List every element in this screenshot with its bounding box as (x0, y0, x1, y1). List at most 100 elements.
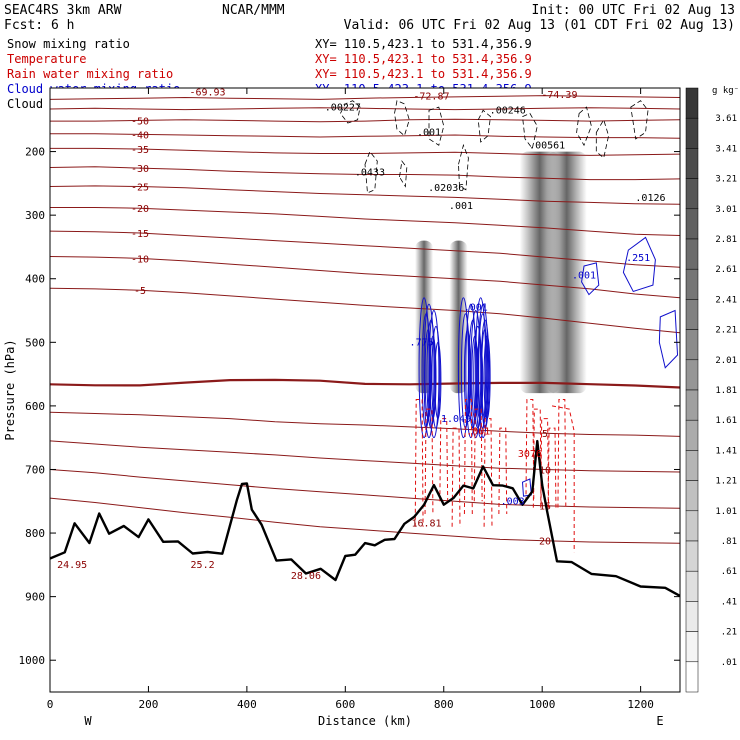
value-label: .00227 (325, 102, 361, 113)
value-label: .0433 (355, 168, 385, 179)
colorbar-label: 1.81 (715, 386, 737, 396)
center-label: NCAR/MMM (222, 3, 285, 18)
cloud-water-contour (622, 236, 656, 293)
colorbar-label: 3.41 (715, 144, 737, 154)
colorbar-swatch (685, 510, 699, 542)
x-tick-label: 200 (139, 698, 159, 711)
y-tick-label: 300 (25, 209, 45, 222)
west-label: W (84, 714, 92, 728)
colorbar-swatch (685, 178, 699, 210)
y-tick-label: 600 (25, 400, 45, 413)
legend-xy: XY= 110.5,423.1 to 531.4,356.9 (315, 37, 532, 51)
rain-contour (551, 405, 575, 553)
colorbar-swatch (685, 601, 699, 632)
colorbar-label: 1.41 (715, 446, 737, 456)
isotherm-label: 10 (539, 465, 551, 476)
cloud-water-contour (428, 310, 440, 439)
colorbar: g kg⁻¹ 3.61 3.41 3.21 3.01 2.81 2.61 2.41 2.21 2… (685, 86, 740, 693)
colorbar-swatch (685, 389, 699, 421)
colorbar-label: .81 (721, 537, 737, 547)
isotherm-line (49, 230, 681, 268)
rain-contour (532, 408, 542, 508)
isotherm-line (49, 95, 681, 100)
rain-contour (463, 399, 473, 514)
snow-contour (428, 106, 445, 146)
isotherm-line (49, 107, 681, 111)
rain-contour (414, 399, 424, 527)
colorbar-swatch (685, 208, 699, 240)
isotherm-line (49, 166, 681, 181)
snow-contour (595, 118, 610, 159)
value-label: -72.87 (413, 91, 449, 102)
value-label: .00561 (529, 140, 565, 151)
isotherm-line (50, 147, 681, 156)
value-label: .001 (572, 271, 596, 282)
y-tick-label: 700 (25, 463, 45, 476)
isotherm-label: -10 (131, 254, 149, 265)
x-tick-label: 600 (335, 698, 355, 711)
terrain-line (49, 439, 681, 597)
isotherm-line (49, 469, 681, 509)
isotherm-line (49, 440, 681, 473)
snow-contour (394, 100, 410, 137)
snow-contour (458, 143, 469, 191)
colorbar-swatch (685, 238, 699, 270)
rain-water-contours (414, 399, 575, 553)
isotherm-label: -5 (134, 286, 146, 297)
isotherm-line (49, 497, 681, 544)
legend-label: Snow mixing ratio (7, 37, 130, 51)
colorbar-label: .61 (721, 567, 737, 577)
value-label: .00246 (490, 105, 526, 116)
rain-contour (483, 418, 493, 527)
y-tick-label: 1000 (19, 654, 46, 667)
colorbar-label: 3.01 (715, 205, 737, 215)
colorbar-swatch (685, 480, 699, 512)
snow-contour (630, 100, 649, 140)
isotherm-line (49, 378, 681, 389)
cloud-water-contour (429, 335, 437, 420)
x-tick-label: 800 (434, 698, 454, 711)
x-tick-label: 0 (47, 698, 54, 711)
colorbar-label: .41 (721, 597, 737, 607)
colorbar-label: .01 (721, 658, 737, 668)
value-label: .001 (417, 128, 441, 139)
forecast-label: Fcst: 6 h (4, 18, 74, 33)
cloud-water-contour (477, 303, 489, 439)
y-tick-label: 900 (25, 591, 45, 604)
isotherm-label: -35 (131, 145, 149, 156)
y-axis-label: Pressure (hPa) (3, 339, 17, 440)
value-label: .775 (410, 337, 434, 348)
value-label: .001 (449, 201, 473, 212)
rain-contour (525, 399, 535, 502)
value-label: .02036 (428, 183, 464, 194)
snow-contour (339, 100, 361, 124)
field-value-labels: -69.93 .00227 -72.87 .00246 -74.39 .001 .00561… (57, 88, 665, 582)
colorbar-label: 2.01 (715, 356, 737, 366)
legend-xy: XY= 110.5,423.1 to 531.4,356.9 (315, 67, 532, 81)
value-label: .003 (501, 496, 525, 507)
colorbar-swatch (685, 329, 699, 361)
legend-xy: XY= 110.5,423.1 to 531.4,356.9 (315, 52, 532, 66)
terrain-path (49, 439, 681, 597)
legend-label: Rain water mixing ratio (7, 67, 173, 81)
snow-contour (364, 150, 378, 194)
isotherm-line (49, 411, 681, 437)
cloud-water-contour (478, 313, 488, 429)
cloud-water-contour (434, 341, 442, 420)
cloud-water-contour (521, 478, 532, 497)
value-label: 16.81 (411, 519, 441, 530)
isotherm-label: -30 (131, 164, 149, 175)
cloud-water-contour (475, 297, 487, 439)
x-axis-label: Distance (km) (318, 714, 412, 728)
colorbar-unit: g kg⁻¹ (712, 86, 740, 96)
colorbar-label: 2.21 (715, 326, 737, 336)
plot-area: -50 -40 -35 -30 -25 -20 -15 -10 -5 5 10 15 20 -69.93… (19, 87, 681, 711)
snow-contour (576, 106, 592, 147)
value-label: 1.049 (441, 414, 471, 425)
cloud-water-contour (581, 262, 600, 296)
isotherm-label: -20 (131, 204, 149, 215)
snow-contour (477, 109, 491, 143)
colorbar-swatch (685, 117, 699, 149)
cloud-water-contour (483, 335, 491, 420)
